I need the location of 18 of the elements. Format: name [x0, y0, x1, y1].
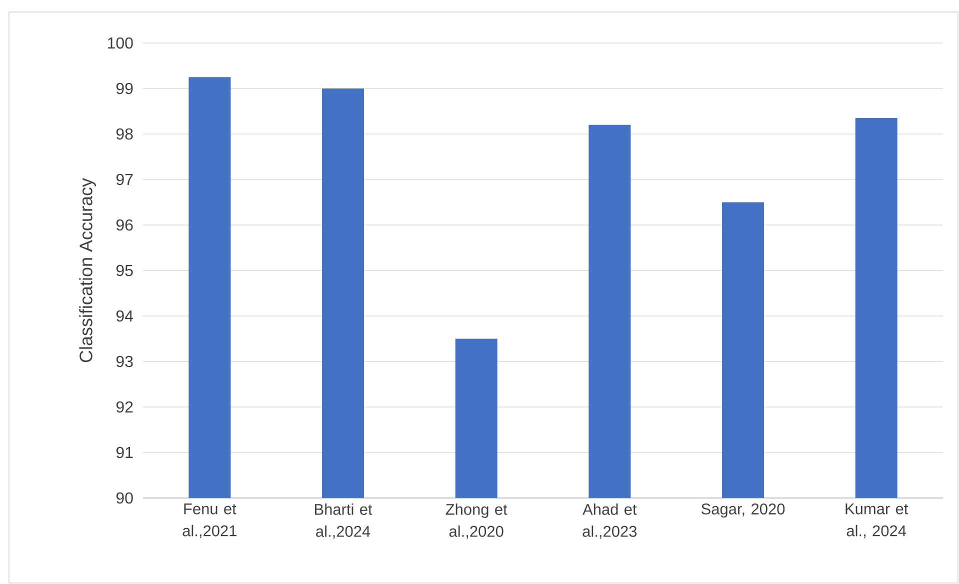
y-tick-label: 100 [108, 37, 133, 49]
y-tick-label: 97 [116, 174, 133, 186]
y-tick-label: 94 [116, 310, 134, 322]
x-tick-label: Ahad et al.,2023 [582, 504, 637, 539]
x-tick-label: Zhong et al.,2020 [446, 504, 508, 539]
y-tick-label: 92 [116, 401, 133, 413]
y-tick-label: 93 [116, 356, 133, 368]
x-tick-label: Kumar et al., 2024 [846, 504, 908, 538]
y-tick-label: 98 [116, 128, 133, 140]
y-tick-label: 99 [116, 82, 133, 94]
y-tick-label: 91 [116, 446, 133, 458]
y-axis-title: Classification Accuracy [79, 178, 96, 362]
y-tick-label: 90 [116, 492, 133, 504]
x-tick-label: Sagar, 2020 [701, 504, 785, 518]
y-tick-label: 96 [116, 219, 133, 231]
x-tick-label: Bharti et al.,2024 [314, 504, 372, 539]
x-tick-label: Fenu et al.,2021 [182, 504, 236, 538]
y-tick-label: 95 [116, 264, 133, 276]
